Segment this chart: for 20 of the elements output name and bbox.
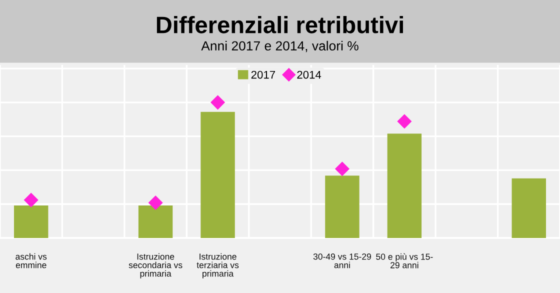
x-tick-label: 50 e più vs 15- 29 anni — [376, 253, 433, 268]
chart-title: Differenziali retributivi — [156, 16, 403, 34]
point — [334, 162, 350, 176]
chart-subtitle: Anni 2017 e 2014, valori % — [201, 40, 358, 52]
legend-label: 2014 — [297, 70, 322, 79]
x-tick-label: 30-49 vs 15-29 anni — [313, 254, 371, 268]
bar — [387, 134, 422, 238]
x-tick-label: Istruzione secondaria vs primaria — [128, 253, 182, 278]
point — [148, 195, 163, 210]
bar — [325, 176, 360, 238]
bar — [14, 205, 48, 238]
legend-label: 2017 — [251, 70, 275, 79]
point — [397, 114, 412, 129]
point — [24, 192, 38, 208]
point — [210, 95, 226, 110]
bar — [512, 178, 546, 238]
x-tick-label: Istruzione terziaria vs primaria — [196, 253, 239, 278]
bar — [138, 205, 173, 238]
bar — [200, 112, 235, 238]
x-tick-label: aschi vs emmine — [16, 253, 47, 268]
